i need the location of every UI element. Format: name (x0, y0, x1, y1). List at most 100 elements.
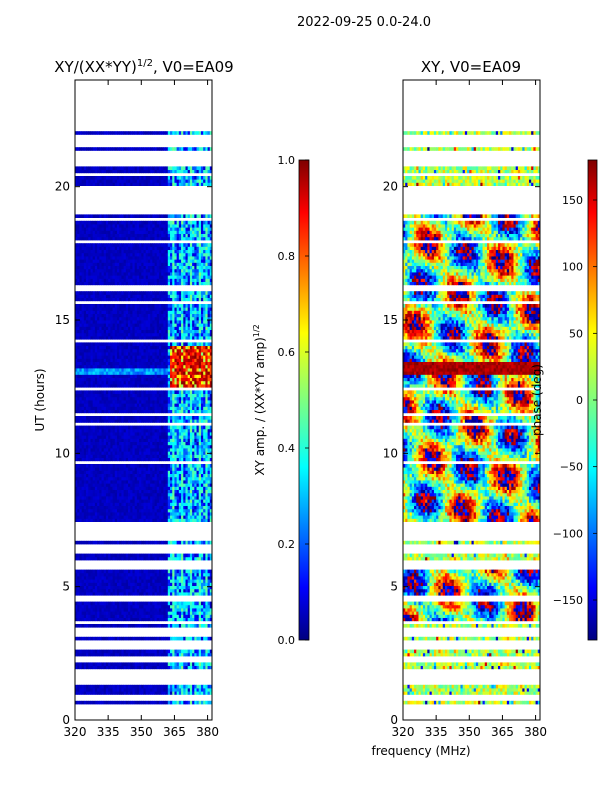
amp-cell (86, 342, 89, 346)
amp-cell (196, 457, 200, 462)
amp-cell (130, 553, 133, 558)
amp-cell (207, 556, 211, 561)
amp-cell (176, 688, 180, 692)
amp-cell (156, 604, 160, 609)
amp-cell (189, 700, 193, 705)
amp-cell (198, 489, 202, 494)
amp-cell (203, 428, 206, 433)
amp-cell (163, 409, 166, 414)
amp-cell (192, 480, 195, 484)
amp-cell (139, 604, 142, 609)
amp-cell (187, 464, 191, 468)
amp-cell (163, 579, 166, 583)
amp-cell (110, 448, 113, 452)
amp-cell (101, 332, 105, 337)
amp-cell (181, 409, 184, 414)
amp-cell (200, 502, 204, 506)
amp-cell (145, 342, 149, 346)
amp-cell (139, 608, 142, 612)
amp-cell (196, 502, 200, 506)
amp-cell (147, 432, 151, 436)
amp-cell (116, 438, 120, 442)
amp-cell (99, 390, 102, 394)
amp-cell (172, 662, 175, 666)
amp-cell (101, 496, 105, 500)
amp-cell (158, 464, 162, 468)
amp-cell (130, 691, 133, 695)
amp-cell (134, 502, 138, 506)
amp-cell (181, 473, 184, 478)
amp-cell (203, 601, 206, 606)
amp-cell (150, 496, 153, 500)
amp-cell (156, 428, 160, 433)
amp-cell (183, 553, 186, 558)
amp-cell (123, 499, 127, 503)
amp-cell (103, 444, 107, 449)
amp-cell (189, 361, 193, 366)
amp-cell (79, 512, 83, 516)
amp-cell (81, 336, 85, 340)
amp-cell (178, 451, 182, 455)
amp-cell (86, 432, 89, 436)
amp-cell (141, 348, 144, 353)
amp-cell (94, 390, 98, 394)
amp-cell (161, 601, 164, 606)
amp-cell (79, 435, 83, 439)
amp-cell (145, 345, 149, 350)
amp-cell (198, 649, 202, 654)
amp-cell (105, 377, 109, 382)
amp-cell (143, 409, 147, 414)
amp-cell (90, 406, 94, 410)
amp-cell (165, 352, 169, 356)
amp-cell (150, 499, 153, 503)
amp-cell (110, 438, 113, 442)
amp-cell (130, 540, 133, 545)
amp-cell (167, 409, 171, 414)
amp-cell (174, 508, 178, 513)
amp-cell (165, 518, 169, 522)
amp-cell (119, 332, 122, 337)
amp-cell (187, 352, 191, 356)
amp-cell (209, 457, 212, 462)
amp-cell (130, 396, 133, 401)
amp-cell (86, 617, 89, 622)
amp-cell (187, 684, 191, 689)
amp-cell (161, 435, 164, 439)
amp-cell (192, 579, 195, 583)
amp-cell (154, 486, 158, 490)
amp-cell (97, 352, 100, 356)
amp-cell (165, 409, 169, 414)
amp-cell (132, 467, 136, 471)
amp-cell (158, 345, 162, 350)
amp-cell (114, 432, 118, 436)
amp-cell (170, 515, 173, 519)
amp-cell (88, 691, 91, 695)
amp-cell (94, 393, 98, 398)
amp-cell (88, 492, 91, 497)
amp-cell (125, 368, 129, 372)
amp-cell (136, 457, 140, 462)
amp-cell (187, 448, 191, 452)
amp-cell (79, 585, 83, 590)
amp-cell (139, 624, 142, 628)
amp-cell (152, 419, 155, 423)
amp-cell (170, 540, 173, 545)
amp-cell (83, 505, 87, 510)
amp-cell (196, 652, 200, 657)
amp-cell (94, 582, 98, 586)
amp-cell (110, 403, 113, 407)
amp-cell (174, 496, 178, 500)
amp-cell (119, 435, 122, 439)
amp-cell (139, 652, 142, 657)
amp-cell (178, 428, 182, 433)
amp-cell (88, 652, 91, 657)
amp-cell (77, 592, 80, 596)
amp-cell (139, 336, 142, 340)
amp-cell (97, 476, 100, 481)
amp-cell (207, 592, 211, 596)
amp-cell (143, 604, 147, 609)
amp-cell (147, 518, 151, 522)
amp-cell (75, 355, 78, 359)
amp-cell (79, 508, 83, 513)
amp-cell (205, 480, 208, 484)
